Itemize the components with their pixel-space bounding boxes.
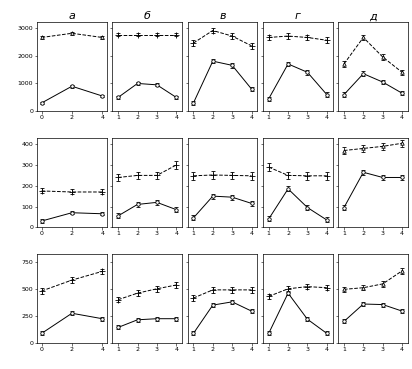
Title: а: а	[68, 11, 75, 21]
Title: г: г	[295, 11, 301, 21]
Title: в: в	[219, 11, 226, 21]
Title: д: д	[369, 11, 377, 21]
Title: б: б	[144, 11, 151, 21]
